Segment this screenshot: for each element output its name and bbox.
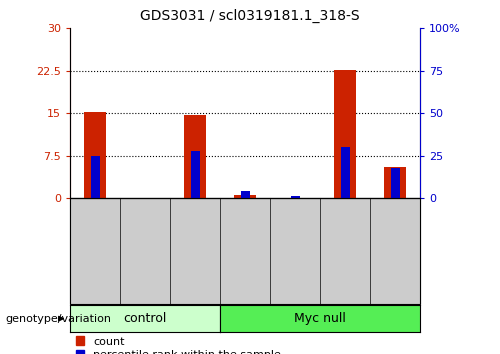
Legend: count, percentile rank within the sample: count, percentile rank within the sample <box>76 336 281 354</box>
Bar <box>170 198 220 304</box>
Text: control: control <box>124 312 166 325</box>
Bar <box>320 198 370 304</box>
Bar <box>70 198 420 304</box>
Bar <box>334 70 356 198</box>
Bar <box>220 198 270 304</box>
Bar <box>234 195 256 198</box>
Bar <box>184 115 206 198</box>
Text: GDS3031 / scl0319181.1_318-S: GDS3031 / scl0319181.1_318-S <box>140 9 360 23</box>
Bar <box>240 192 250 198</box>
Bar <box>384 167 406 198</box>
Bar <box>70 198 120 304</box>
Bar <box>120 198 170 304</box>
Bar <box>370 198 420 304</box>
Bar <box>190 151 200 198</box>
Bar <box>290 196 300 198</box>
Bar <box>84 112 106 198</box>
Bar <box>90 156 100 198</box>
Bar <box>270 198 320 304</box>
Text: genotype/variation: genotype/variation <box>5 314 111 324</box>
Bar <box>390 168 400 198</box>
Bar <box>340 147 349 198</box>
Text: Myc null: Myc null <box>294 312 346 325</box>
